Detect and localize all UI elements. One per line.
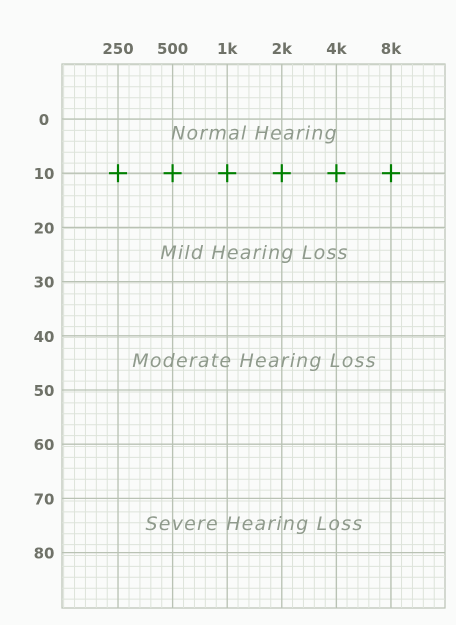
y-tick-label: 50 bbox=[34, 382, 55, 400]
y-tick-label: 20 bbox=[34, 219, 55, 237]
y-tick-label: 10 bbox=[34, 165, 55, 183]
hearing-marker bbox=[327, 164, 346, 183]
hearing-marker bbox=[382, 164, 400, 183]
y-tick-label: 60 bbox=[34, 436, 55, 454]
y-tick-label: 30 bbox=[34, 274, 55, 292]
x-tick-label: 250 bbox=[102, 40, 133, 58]
hearing-marker bbox=[218, 164, 237, 183]
y-tick-label: 40 bbox=[34, 328, 55, 346]
hearing-markers bbox=[109, 164, 400, 183]
y-tick-label: 0 bbox=[39, 111, 49, 129]
zone-label: Normal Hearing bbox=[171, 123, 338, 145]
x-tick-label: 500 bbox=[157, 40, 188, 58]
hearing-zones: Normal Hearing Mild Hearing Loss Moderate … bbox=[132, 123, 376, 535]
y-tick-label: 80 bbox=[34, 545, 55, 563]
hearing-marker bbox=[163, 164, 182, 183]
x-tick-label: 1k bbox=[217, 40, 238, 58]
x-tick-label: 8k bbox=[381, 40, 402, 58]
zone-label: Moderate Hearing Loss bbox=[132, 350, 376, 372]
x-tick-label: 4k bbox=[326, 40, 347, 58]
y-tick-label: 70 bbox=[34, 490, 55, 508]
x-tick-label: 2k bbox=[272, 40, 293, 58]
hearing-marker bbox=[109, 164, 127, 183]
zone-label: Mild Hearing Loss bbox=[160, 242, 348, 264]
hearing-marker bbox=[272, 164, 291, 183]
grid bbox=[61, 63, 446, 609]
zone-label: Severe Hearing Loss bbox=[146, 513, 364, 535]
x-axis-ticks: 250 500 1k 2k 4k 8k bbox=[102, 40, 402, 58]
y-axis-ticks: 0 10 20 30 40 50 60 70 80 bbox=[34, 111, 55, 563]
